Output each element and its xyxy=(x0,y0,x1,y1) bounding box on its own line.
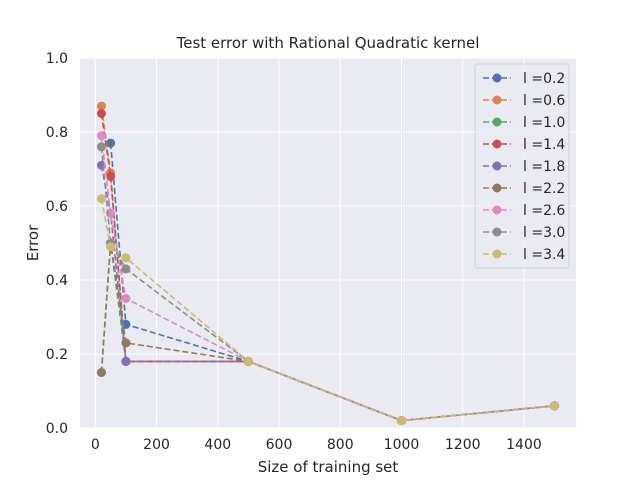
y-tick-labels: 0.0 0.2 0.4 0.6 0.8 1.0 xyxy=(46,51,68,437)
legend: l =0.2 l =0.6 l =1.0 l =1.4 l =1.8 l =2.2 l =2… xyxy=(474,63,570,269)
y-axis-label: Error xyxy=(24,224,42,261)
series-line xyxy=(100,135,555,422)
legend-swatch-marker xyxy=(492,73,502,83)
x-tick-label: 1200 xyxy=(445,437,481,453)
y-tick-label: 0.8 xyxy=(46,125,68,141)
legend-swatch-marker xyxy=(492,139,502,149)
y-tick-label: 0.0 xyxy=(46,421,68,437)
legend-label: l =0.6 xyxy=(523,93,565,109)
legend-swatch-marker xyxy=(492,227,502,237)
legend-label: l =3.0 xyxy=(523,225,565,241)
legend-box xyxy=(474,63,570,269)
legend-swatch-marker xyxy=(492,161,502,171)
legend-item: l =3.0 xyxy=(483,225,565,241)
x-tick-label: 1000 xyxy=(384,437,420,453)
legend-item: l =1.4 xyxy=(483,137,565,153)
legend-swatch-marker xyxy=(492,249,502,259)
legend-label: l =0.2 xyxy=(523,71,565,87)
data-point xyxy=(121,356,131,366)
series-9 xyxy=(96,194,560,426)
data-point xyxy=(243,356,253,366)
legend-label: l =1.8 xyxy=(523,159,565,175)
legend-item: l =1.0 xyxy=(483,115,565,131)
data-point xyxy=(121,253,131,263)
x-tick-label: 200 xyxy=(143,437,170,453)
data-point xyxy=(96,109,106,118)
legend-label: l =2.6 xyxy=(523,203,565,219)
data-point xyxy=(550,401,560,411)
legend-item: l =2.6 xyxy=(483,203,565,219)
x-tick-label: 800 xyxy=(327,437,354,453)
data-point xyxy=(106,242,116,252)
legend-item: l =2.2 xyxy=(483,181,565,197)
data-point xyxy=(96,368,106,377)
legend-item: l =1.8 xyxy=(483,159,565,175)
x-tick-labels: 0 200 400 600 800 1000 1200 1400 xyxy=(91,437,542,453)
y-tick-label: 0.2 xyxy=(46,347,68,363)
data-point xyxy=(106,138,116,148)
legend-swatch-marker xyxy=(492,117,502,127)
data-point xyxy=(96,194,106,204)
legend-swatch-marker xyxy=(492,95,502,105)
y-tick-label: 0.4 xyxy=(46,273,68,289)
legend-item: l =3.4 xyxy=(483,247,565,263)
data-point xyxy=(96,131,106,141)
legend-item: l =0.2 xyxy=(483,71,565,87)
series-layer xyxy=(96,101,560,426)
legend-label: l =2.2 xyxy=(523,181,565,197)
y-tick-label: 1.0 xyxy=(46,51,68,67)
x-tick-label: 1400 xyxy=(506,437,542,453)
legend-item: l =0.6 xyxy=(483,93,565,109)
y-tick-label: 0.6 xyxy=(46,199,68,215)
legend-swatch-marker xyxy=(492,205,502,215)
data-point xyxy=(121,294,131,303)
series-line xyxy=(100,198,555,422)
data-point xyxy=(121,264,131,274)
data-point xyxy=(396,416,406,426)
x-tick-label: 0 xyxy=(91,437,100,453)
data-point xyxy=(121,338,131,348)
x-tick-label: 600 xyxy=(266,437,293,453)
legend-swatch-marker xyxy=(492,183,502,193)
data-point xyxy=(106,171,116,181)
x-tick-label: 400 xyxy=(204,437,231,453)
x-axis-label: Size of training set xyxy=(258,458,399,476)
legend-label: l =1.4 xyxy=(523,137,565,153)
data-point xyxy=(96,101,106,111)
chart-title: Test error with Rational Quadratic kerne… xyxy=(176,34,480,52)
data-point xyxy=(96,142,106,152)
legend-label: l =3.4 xyxy=(523,247,565,263)
legend-label: l =1.0 xyxy=(523,115,565,131)
